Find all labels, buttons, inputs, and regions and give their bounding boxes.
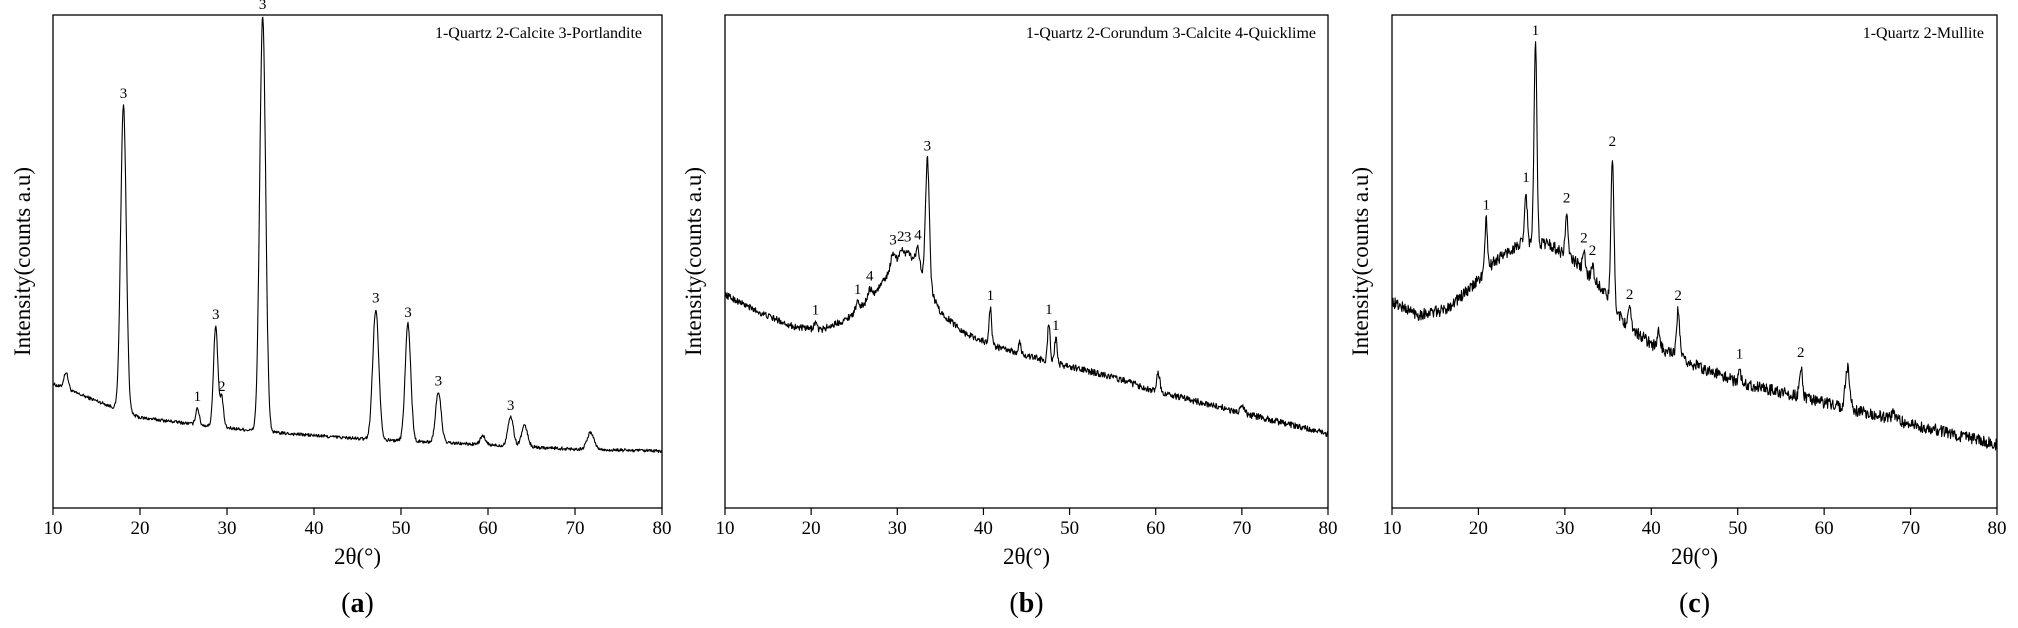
x-tick-label: 60	[1146, 518, 1165, 539]
x-tick-label: 70	[566, 518, 585, 539]
plot-frame	[724, 14, 1329, 509]
panel-label: (a)	[341, 588, 374, 619]
x-axis-title: 2θ(°)	[1671, 544, 1718, 569]
peak-label: 3	[889, 233, 897, 249]
x-tick-label: 20	[1469, 518, 1488, 539]
x-tick-label: 20	[131, 518, 150, 539]
plot-frame	[1391, 14, 1998, 509]
panel-label: (b)	[1009, 588, 1043, 619]
x-ticks: 10 20 30 40 50 60 70 80	[716, 508, 1338, 539]
x-tick-label: 10	[716, 518, 735, 539]
peak-label: 2	[1626, 287, 1634, 303]
y-axis-title: Intensity(counts a.u)	[1348, 167, 1373, 356]
x-tick-label: 80	[653, 518, 672, 539]
peak-label: 3	[372, 291, 380, 307]
peak-label: 2	[1609, 134, 1617, 150]
peak-label: 3	[507, 398, 515, 414]
x-tick-label: 70	[1901, 518, 1920, 539]
x-tick-label: 40	[1642, 518, 1661, 539]
peak-labels: 3 1 3 2 3 3 3 3 3	[120, 0, 515, 414]
y-axis-title: Intensity(counts a.u)	[10, 167, 35, 356]
peak-label: 3	[924, 138, 932, 154]
peak-label: 3	[212, 307, 220, 323]
xrd-pattern-line	[724, 156, 1329, 438]
peak-label: 2	[1580, 230, 1588, 246]
xrd-pattern-line	[52, 16, 663, 454]
x-tick-label: 80	[1988, 518, 2007, 539]
peak-label: 1	[194, 389, 202, 405]
x-tick-label: 30	[1555, 518, 1574, 539]
x-tick-label: 70	[1232, 518, 1251, 539]
panel-letter: c	[1688, 588, 1700, 619]
peak-label: 1	[1052, 318, 1060, 334]
peak-label: 1	[1736, 347, 1744, 363]
peak-label: 3	[904, 229, 912, 245]
peak-label: 4	[866, 269, 874, 285]
peak-label: 2	[897, 229, 905, 245]
y-axis-title: Intensity(counts a.u)	[681, 167, 706, 356]
peak-label: 2	[1589, 243, 1597, 259]
x-tick-label: 60	[479, 518, 498, 539]
peak-label: 3	[120, 86, 128, 102]
legend: 1-Quartz 2-Corundum 3-Calcite 4-Quicklim…	[1026, 25, 1316, 42]
x-axis-title: 2θ(°)	[1003, 544, 1050, 569]
x-tick-label: 60	[1815, 518, 1834, 539]
x-ticks: 10 20 30 40 50 60 70 80	[1383, 508, 2007, 539]
peak-label: 2	[1797, 345, 1805, 361]
panel-letter: b	[1019, 588, 1035, 619]
plot-frame	[52, 14, 663, 509]
x-tick-label: 50	[1728, 518, 1747, 539]
x-tick-label: 40	[974, 518, 993, 539]
xrd-pattern-line	[1391, 41, 1998, 451]
x-tick-label: 10	[1383, 518, 1402, 539]
peak-label: 2	[218, 379, 226, 395]
panel-letter: a	[351, 588, 365, 619]
x-tick-label: 30	[218, 518, 237, 539]
peak-label: 1	[854, 282, 862, 298]
panel-label: (c)	[1679, 588, 1710, 619]
x-tick-label: 30	[888, 518, 907, 539]
x-tick-label: 10	[44, 518, 63, 539]
panel-a: 10 20 30 40 50 60 70 80 3 1 3 2 3 3 3 3 3 1-Quartz 2-Ca…	[10, 0, 672, 619]
legend: 1-Quartz 2-Calcite 3-Portlandite	[435, 25, 642, 42]
x-tick-label: 80	[1319, 518, 1338, 539]
peak-label: 2	[1674, 288, 1682, 304]
peak-label: 1	[1532, 23, 1540, 39]
peak-label: 4	[914, 227, 922, 243]
x-ticks: 10 20 30 40 50 60 70 80	[44, 508, 672, 539]
peak-label: 1	[1522, 170, 1530, 186]
peak-label: 3	[259, 0, 267, 13]
x-tick-label: 50	[392, 518, 411, 539]
x-tick-label: 20	[802, 518, 821, 539]
peak-label: 1	[1045, 302, 1053, 318]
x-tick-label: 50	[1060, 518, 1079, 539]
peak-label: 3	[435, 373, 443, 389]
x-axis-title: 2θ(°)	[334, 544, 381, 569]
peak-label: 2	[1563, 191, 1571, 207]
peak-label: 3	[404, 305, 412, 321]
peak-label: 1	[812, 302, 820, 318]
legend: 1-Quartz 2-Mullite	[1863, 25, 1984, 42]
peak-label: 1	[987, 288, 995, 304]
peak-label: 1	[1482, 198, 1490, 214]
x-tick-label: 40	[305, 518, 324, 539]
